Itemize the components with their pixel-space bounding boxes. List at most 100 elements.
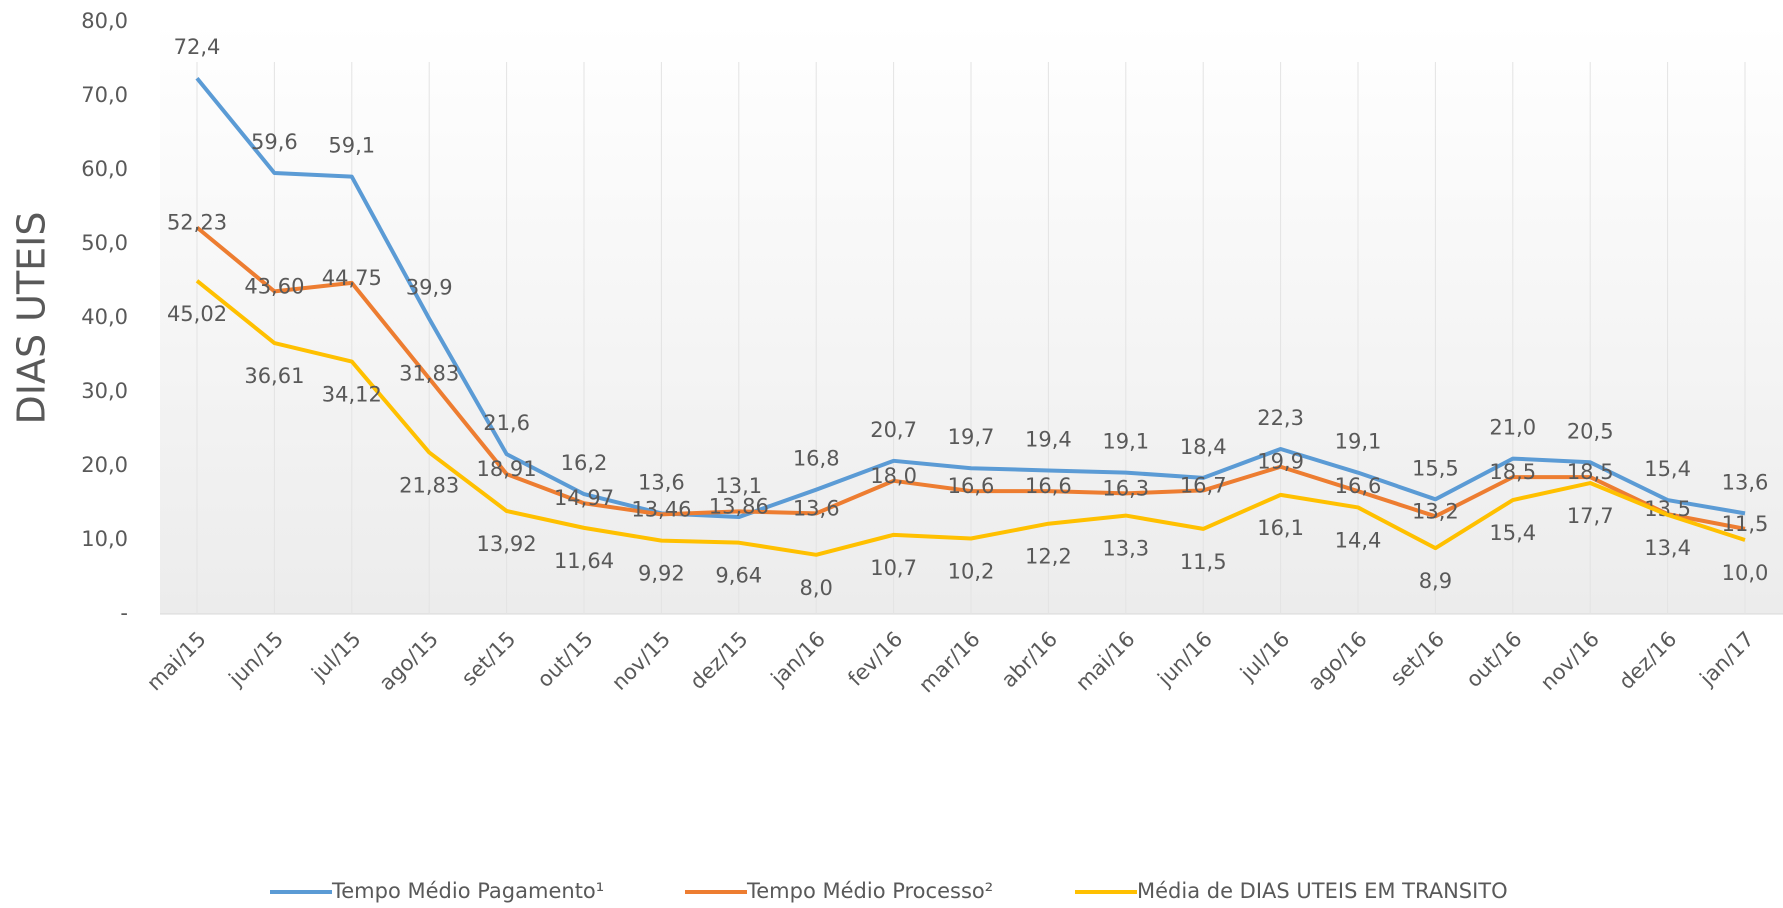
- data-label: 18,0: [870, 464, 917, 488]
- data-label: 8,0: [799, 576, 832, 600]
- data-label: 15,4: [1644, 457, 1691, 481]
- data-label: 13,2: [1412, 499, 1459, 523]
- data-label: 59,1: [328, 134, 375, 158]
- data-label: 13,6: [793, 496, 840, 520]
- data-label: 21,83: [399, 473, 459, 497]
- data-label: 10,2: [948, 560, 995, 584]
- legend-label: Tempo Médio Processo²: [746, 879, 993, 903]
- data-label: 19,4: [1025, 427, 1072, 451]
- data-label: 10,0: [1722, 561, 1769, 585]
- x-tick-label: jul/16: [1235, 627, 1294, 686]
- x-tick-label: jan/17: [1695, 627, 1759, 691]
- data-label: 13,5: [1644, 497, 1691, 521]
- data-label: 19,1: [1102, 430, 1149, 454]
- data-label: 16,2: [561, 451, 608, 475]
- data-label: 15,5: [1412, 456, 1459, 480]
- x-tick-label: mai/16: [1071, 627, 1140, 696]
- data-label: 16,8: [793, 447, 840, 471]
- data-label: 34,12: [322, 383, 382, 407]
- data-label: 13,92: [477, 532, 537, 556]
- x-tick-label: mai/15: [142, 627, 211, 696]
- data-label: 10,7: [870, 556, 917, 580]
- x-tick-label: set/15: [457, 627, 521, 691]
- data-label: 11,5: [1722, 512, 1769, 536]
- data-label: 16,7: [1180, 473, 1227, 497]
- x-tick-label: ago/15: [374, 627, 442, 695]
- data-label: 36,61: [244, 364, 304, 388]
- x-tick-label: jul/15: [306, 627, 365, 686]
- data-label: 59,6: [251, 130, 298, 154]
- data-label: 43,60: [244, 274, 304, 298]
- y-axis-label: DIAS UTEIS: [10, 211, 54, 424]
- series-line: [195, 279, 1746, 557]
- legend-label: Tempo Médio Pagamento¹: [331, 879, 604, 903]
- series-line: [195, 76, 1746, 520]
- x-tick-label: out/16: [1461, 627, 1526, 692]
- data-label: 19,7: [948, 425, 995, 449]
- data-label: 13,6: [1722, 470, 1769, 494]
- y-tick-label: 10,0: [81, 527, 128, 551]
- data-label: 13,86: [709, 494, 769, 518]
- data-label: 21,0: [1489, 416, 1536, 440]
- x-tick-label: mar/16: [914, 627, 985, 698]
- y-tick-label: 40,0: [81, 305, 128, 329]
- data-label: 14,4: [1335, 528, 1382, 552]
- data-label: 16,3: [1102, 476, 1149, 500]
- data-label: 20,7: [870, 418, 917, 442]
- x-tick-label: jun/16: [1152, 627, 1217, 692]
- data-label: 13,3: [1102, 537, 1149, 561]
- x-tick-label: ago/16: [1303, 627, 1371, 695]
- data-label: 9,92: [638, 562, 685, 586]
- data-label: 13,4: [1644, 536, 1691, 560]
- data-label: 18,4: [1180, 435, 1227, 459]
- data-label: 44,75: [322, 266, 382, 290]
- data-label: 16,6: [1335, 474, 1382, 498]
- y-tick-label: -: [120, 601, 128, 625]
- x-tick-label: set/16: [1386, 627, 1450, 691]
- y-tick-label: 60,0: [81, 157, 128, 181]
- data-label: 16,6: [1025, 474, 1072, 498]
- data-label: 22,3: [1257, 406, 1304, 430]
- data-label: 19,9: [1257, 450, 1304, 474]
- data-label: 18,5: [1489, 460, 1536, 484]
- series-line: [195, 225, 1746, 531]
- data-label: 13,6: [638, 470, 685, 494]
- data-label: 11,5: [1180, 550, 1227, 574]
- data-label: 11,64: [554, 549, 614, 573]
- data-label: 39,9: [406, 276, 453, 300]
- data-label: 19,1: [1335, 430, 1382, 454]
- x-tick-label: nov/16: [1536, 627, 1604, 695]
- data-label: 21,6: [483, 411, 530, 435]
- data-label: 16,6: [948, 474, 995, 498]
- data-label: 72,4: [174, 35, 221, 59]
- y-tick-label: 80,0: [81, 9, 128, 33]
- legend-label: Média de DIAS UTEIS EM TRANSITO: [1137, 879, 1508, 903]
- y-tick-label: 50,0: [81, 231, 128, 255]
- data-label: 18,91: [477, 457, 537, 481]
- data-label: 14,97: [554, 486, 614, 510]
- x-tick-label: jan/16: [766, 627, 830, 691]
- x-tick-label: abr/16: [997, 627, 1063, 693]
- data-label: 18,5: [1567, 460, 1614, 484]
- data-label: 12,2: [1025, 545, 1072, 569]
- y-tick-label: 30,0: [81, 379, 128, 403]
- data-label: 31,83: [399, 361, 459, 385]
- data-label: 20,5: [1567, 419, 1614, 443]
- x-tick-label: dez/15: [685, 627, 752, 694]
- y-tick-label: 70,0: [81, 83, 128, 107]
- data-label: 9,64: [715, 564, 762, 588]
- data-label: 13,1: [715, 474, 762, 498]
- x-tick-label: nov/15: [607, 627, 675, 695]
- data-label: 15,4: [1489, 521, 1536, 545]
- x-tick-label: fev/16: [843, 627, 907, 691]
- x-tick-label: dez/16: [1614, 627, 1681, 694]
- data-label: 13,46: [631, 497, 691, 521]
- x-tick-label: jun/15: [224, 627, 289, 692]
- data-label: 52,23: [167, 210, 227, 234]
- data-label: 8,9: [1419, 569, 1452, 593]
- x-tick-label: out/15: [533, 627, 598, 692]
- data-label: 45,02: [167, 302, 227, 326]
- y-tick-label: 20,0: [81, 453, 128, 477]
